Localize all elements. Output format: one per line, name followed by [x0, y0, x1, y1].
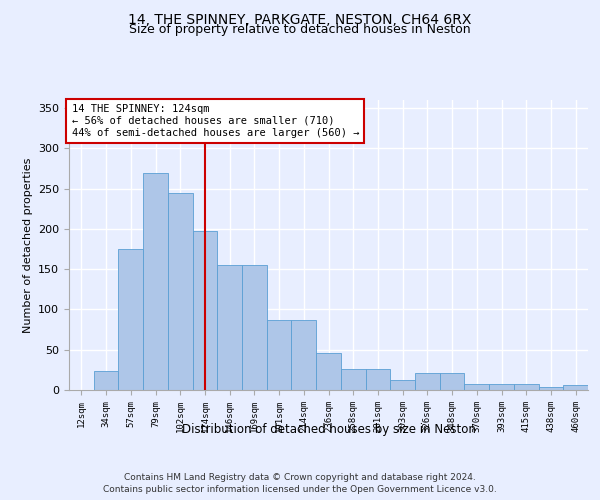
Bar	[143, 172, 168, 390]
Bar	[563, 385, 588, 390]
Text: 14, THE SPINNEY, PARKGATE, NESTON, CH64 6RX: 14, THE SPINNEY, PARKGATE, NESTON, CH64 …	[128, 12, 472, 26]
Bar	[267, 320, 292, 390]
Bar	[242, 265, 267, 390]
Bar	[365, 369, 390, 390]
Bar	[489, 384, 514, 390]
Bar	[193, 230, 217, 390]
Y-axis label: Number of detached properties: Number of detached properties	[23, 158, 32, 332]
Bar	[464, 384, 489, 390]
Text: 14 THE SPINNEY: 124sqm
← 56% of detached houses are smaller (710)
44% of semi-de: 14 THE SPINNEY: 124sqm ← 56% of detached…	[71, 104, 359, 138]
Text: Contains public sector information licensed under the Open Government Licence v3: Contains public sector information licen…	[103, 485, 497, 494]
Bar	[168, 192, 193, 390]
Bar	[390, 380, 415, 390]
Bar	[514, 384, 539, 390]
Bar	[415, 373, 440, 390]
Bar	[539, 387, 563, 390]
Bar	[94, 372, 118, 390]
Bar	[292, 320, 316, 390]
Bar	[118, 249, 143, 390]
Text: Distribution of detached houses by size in Neston: Distribution of detached houses by size …	[182, 422, 476, 436]
Text: Contains HM Land Registry data © Crown copyright and database right 2024.: Contains HM Land Registry data © Crown c…	[124, 472, 476, 482]
Bar	[217, 265, 242, 390]
Bar	[440, 373, 464, 390]
Bar	[316, 353, 341, 390]
Bar	[341, 369, 365, 390]
Text: Size of property relative to detached houses in Neston: Size of property relative to detached ho…	[129, 23, 471, 36]
